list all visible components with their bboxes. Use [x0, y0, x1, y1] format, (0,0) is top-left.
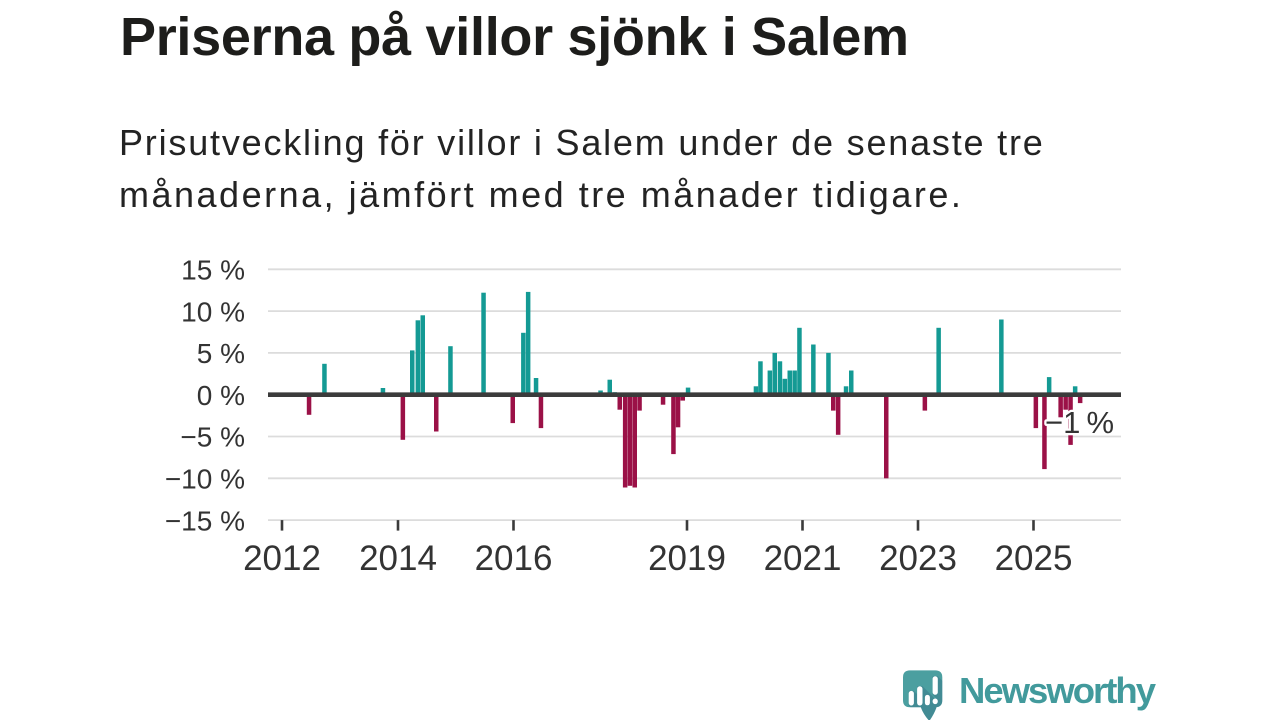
svg-text:2023: 2023 [879, 539, 957, 578]
svg-text:−10 %: −10 % [165, 464, 245, 495]
svg-text:15 %: 15 % [181, 255, 245, 286]
svg-text:0 %: 0 % [197, 380, 245, 411]
svg-text:2019: 2019 [648, 539, 726, 578]
svg-text:2014: 2014 [359, 539, 437, 578]
svg-text:5 %: 5 % [197, 338, 245, 369]
svg-text:2012: 2012 [243, 539, 321, 578]
svg-text:2016: 2016 [475, 539, 553, 578]
svg-text:2021: 2021 [764, 539, 842, 578]
svg-text:2025: 2025 [995, 539, 1073, 578]
svg-text:−15 %: −15 % [165, 505, 245, 536]
svg-text:−1 %: −1 % [1045, 405, 1114, 440]
svg-text:10 %: 10 % [181, 296, 245, 327]
svg-text:−5 %: −5 % [180, 422, 245, 453]
svg-text:Newsworthy: Newsworthy [959, 670, 1157, 711]
